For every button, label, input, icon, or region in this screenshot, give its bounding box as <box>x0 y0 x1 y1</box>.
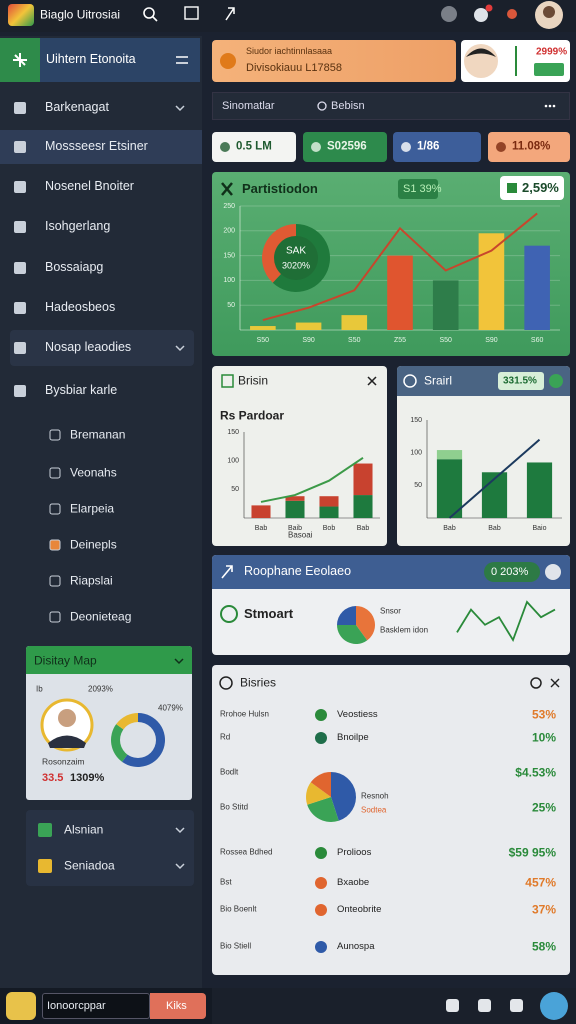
map-card-title: Disitay Map <box>34 653 97 668</box>
footer-item[interactable]: Alsnian <box>64 822 104 837</box>
main-chart-title: Partistiodon <box>242 180 318 196</box>
row-label: Bodlt <box>220 767 239 777</box>
map-name: Rosonzaim <box>42 756 85 767</box>
row-label: Bio Boenlt <box>220 904 257 914</box>
row-label: Bo Stitd <box>220 802 249 812</box>
input-text: Ionoorcppar <box>47 999 106 1012</box>
menu-item[interactable]: Isohgerlang <box>45 219 111 234</box>
map-stat: 1309% <box>70 771 105 784</box>
submenu-item[interactable]: Bremanan <box>70 427 126 442</box>
menu-item[interactable]: Mossseesr Etsiner <box>45 139 148 154</box>
menu-item[interactable]: Nosap leaodies <box>45 340 132 355</box>
sidebar-footer <box>26 810 194 886</box>
button-label: Kiks <box>166 999 187 1012</box>
row-label: Bst <box>220 877 232 887</box>
row-value: 53% <box>531 707 556 722</box>
right-chart-title: Srairl <box>424 373 453 388</box>
row-name: Prolioos <box>337 846 372 858</box>
pie-label: Resnoh <box>361 791 389 801</box>
right-badge <box>498 372 544 390</box>
bottom-bar-right <box>212 988 576 1024</box>
summary-title: Roophane Eeolaeo <box>244 564 352 579</box>
sidebar-header <box>40 38 200 82</box>
submenu-item[interactable]: Riapslai <box>70 573 113 588</box>
row-name: Bnoilpe <box>337 731 369 743</box>
profile-stat: 2999% <box>536 46 568 58</box>
search-placeholder: Sinomatlar <box>222 99 275 112</box>
submenu-item[interactable]: Deinepls <box>70 537 117 552</box>
menu-highlight <box>0 130 202 164</box>
row-value: 457% <box>525 875 556 890</box>
list-title: Bisries <box>240 675 277 690</box>
summary-badge <box>484 562 540 582</box>
map-value: 4079% <box>158 703 183 713</box>
submenu-item[interactable]: Deonieteag <box>70 609 132 624</box>
main-badge <box>398 179 438 199</box>
footer-item[interactable]: Seniadoa <box>64 858 115 873</box>
row-value: 25% <box>531 800 556 815</box>
row-label: Rossea Bdhed <box>220 847 273 857</box>
chip-text: 11.08% <box>512 140 551 153</box>
row-label: Rrohoe Hulsn <box>220 709 269 719</box>
filter-label[interactable]: Bebisn <box>331 99 365 112</box>
chip-text: 0.5 LM <box>236 140 272 153</box>
pie-label: Snsor <box>380 606 401 616</box>
chip-text: 1/86 <box>417 140 440 153</box>
row-name: Veostiess <box>337 708 378 720</box>
menu-group <box>10 330 194 366</box>
row-value: 58% <box>531 939 556 954</box>
banner-line: Divisokiauu L17858 <box>246 61 343 74</box>
x-axis-title: Basoai <box>288 530 313 540</box>
sidebar-logo <box>0 38 40 82</box>
summary-badge-text: 0 203% <box>491 565 529 578</box>
map-label: Ib <box>36 684 43 694</box>
map-card-header <box>26 646 192 674</box>
banner-line: Siudor iachtinnlasaaa <box>246 46 333 57</box>
submenu-item[interactable]: Elarpeia <box>70 501 115 516</box>
search-input[interactable] <box>42 993 150 1019</box>
row-name: Bxaobe <box>337 876 370 888</box>
map-value: 2093% <box>88 684 113 694</box>
app-logo <box>8 4 34 26</box>
row-value: $59 95% <box>508 845 556 860</box>
row-value: $4.53% <box>515 765 556 780</box>
map-stat: 33.5 <box>42 771 64 784</box>
summary-label: Stmoart <box>244 605 294 621</box>
menu-item[interactable]: Nosenel Bnoiter <box>45 179 134 194</box>
app-title: Biaglo Uitrosiai <box>40 7 121 22</box>
submenu-item[interactable]: Veonahs <box>70 465 117 480</box>
row-value: 37% <box>531 902 556 917</box>
profile-tag <box>534 63 564 76</box>
list-card <box>212 665 570 975</box>
banner <box>212 40 456 82</box>
chip-text: S02596 <box>327 140 367 153</box>
menu-item[interactable]: Hadeosbeos <box>45 300 116 315</box>
main-badge-text: S1 39% <box>403 182 442 195</box>
bottom-icon <box>6 992 36 1020</box>
left-chart-card <box>212 366 387 546</box>
row-label: Rd <box>220 732 231 742</box>
action-button[interactable] <box>150 993 206 1019</box>
row-value: 10% <box>531 730 556 745</box>
pie-label: Basklem idon <box>380 625 429 635</box>
sidebar-title: Uihtern Etonoita <box>46 52 136 67</box>
main-badge-alt-text: 2,59% <box>522 179 559 195</box>
menu-item[interactable]: Bossaiapg <box>45 260 104 275</box>
left-chart-title: Brisin <box>238 373 269 388</box>
row-name: Onteobrite <box>337 903 382 915</box>
row-label: Bio Stiell <box>220 941 252 951</box>
menu-item[interactable]: Bysbiar karle <box>45 383 118 398</box>
right-badge-text: 331.5% <box>503 375 537 387</box>
left-chart-subtitle: Rs Pardoar <box>220 408 285 423</box>
search-bar <box>212 92 570 120</box>
menu-item[interactable]: Barkenagat <box>45 100 109 115</box>
right-chart-header <box>397 366 570 396</box>
pie-label: Sodtea <box>361 805 387 815</box>
row-name: Aunospa <box>337 940 375 952</box>
